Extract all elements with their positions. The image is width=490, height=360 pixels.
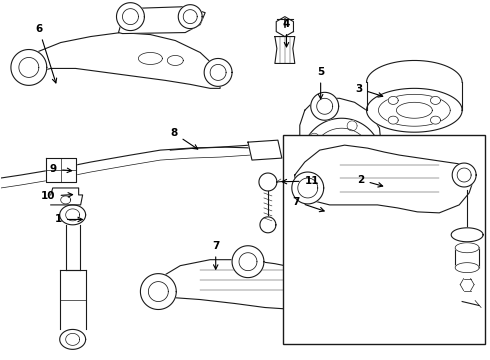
Text: 6: 6 (35, 24, 57, 83)
Polygon shape (260, 217, 276, 233)
Polygon shape (452, 163, 476, 187)
Polygon shape (311, 93, 339, 120)
Polygon shape (325, 188, 365, 210)
Polygon shape (347, 185, 357, 195)
Polygon shape (455, 263, 479, 273)
Polygon shape (60, 205, 86, 225)
Polygon shape (11, 50, 47, 85)
Text: 7: 7 (212, 241, 220, 269)
Polygon shape (178, 5, 202, 28)
Polygon shape (141, 274, 176, 310)
Polygon shape (51, 188, 83, 205)
Text: 9: 9 (50, 164, 72, 174)
Polygon shape (60, 270, 86, 329)
Text: 4: 4 (283, 19, 290, 47)
Text: 1: 1 (55, 215, 82, 224)
Bar (283, 135, 485, 345)
Polygon shape (117, 3, 145, 31)
Polygon shape (66, 225, 80, 270)
Polygon shape (309, 173, 319, 183)
Polygon shape (370, 153, 380, 163)
Polygon shape (355, 247, 385, 276)
Polygon shape (455, 243, 479, 253)
Polygon shape (248, 140, 282, 160)
Polygon shape (23, 32, 220, 88)
Text: 10: 10 (41, 191, 73, 201)
Polygon shape (259, 173, 277, 191)
Polygon shape (119, 7, 205, 33)
Polygon shape (60, 329, 86, 349)
Polygon shape (204, 58, 232, 86)
Polygon shape (347, 121, 357, 131)
Text: 2: 2 (357, 175, 383, 187)
Text: 11: 11 (282, 176, 319, 186)
Polygon shape (300, 98, 382, 195)
Polygon shape (388, 116, 398, 124)
Polygon shape (148, 252, 374, 310)
Polygon shape (455, 248, 479, 268)
Text: 3: 3 (355, 84, 383, 97)
Text: 8: 8 (171, 129, 198, 149)
Polygon shape (431, 96, 441, 104)
Polygon shape (276, 17, 294, 37)
Polygon shape (46, 158, 75, 182)
Polygon shape (367, 88, 462, 132)
Polygon shape (388, 96, 398, 104)
Polygon shape (292, 172, 324, 204)
Polygon shape (275, 37, 295, 63)
Polygon shape (295, 145, 474, 213)
Polygon shape (302, 118, 382, 198)
Text: 7: 7 (293, 197, 324, 212)
Polygon shape (309, 133, 319, 143)
Polygon shape (232, 246, 264, 278)
Polygon shape (294, 174, 306, 186)
Polygon shape (431, 116, 441, 124)
Text: 5: 5 (317, 67, 324, 99)
Polygon shape (451, 228, 483, 242)
